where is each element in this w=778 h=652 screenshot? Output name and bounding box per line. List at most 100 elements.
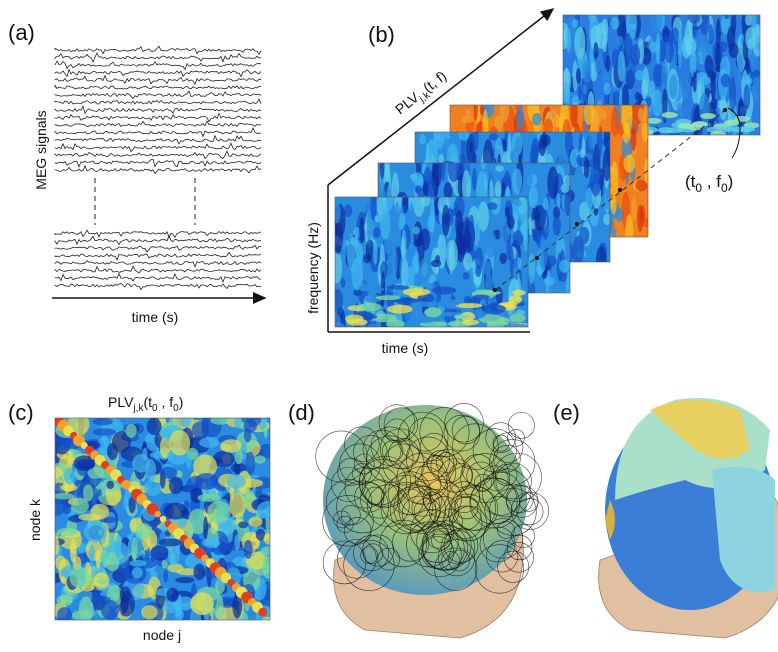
heat-blob — [468, 215, 474, 235]
panel-label: (e) — [553, 400, 580, 425]
heat-blob — [387, 285, 409, 290]
heat-blob — [495, 181, 502, 199]
text: (t — [685, 172, 696, 191]
heat-blob — [500, 253, 508, 264]
heat-blob — [432, 161, 439, 197]
signal-trace — [55, 85, 261, 89]
heat-blob — [576, 68, 581, 84]
heat-blob — [446, 240, 458, 271]
heat-blob — [83, 484, 93, 501]
heat-blob — [574, 174, 583, 199]
heat-blob — [664, 39, 674, 63]
heat-blob — [167, 564, 183, 573]
heat-blob — [380, 149, 385, 180]
signal-trace — [55, 159, 261, 167]
heat-blob — [367, 208, 371, 243]
heat-blob — [588, 132, 593, 150]
heat-blob — [510, 247, 514, 276]
heat-blob — [97, 579, 107, 585]
x-label: time (s) — [382, 340, 429, 356]
heat-blob — [93, 428, 116, 435]
heat-blob — [162, 560, 168, 569]
signal-trace — [55, 121, 261, 126]
heat-blob — [628, 23, 636, 30]
heat-blob — [106, 481, 114, 489]
panel-label: (d) — [288, 400, 315, 425]
heat-blob — [343, 230, 347, 261]
diag-blob — [258, 608, 267, 617]
heat-blob — [625, 214, 633, 250]
heat-blob — [50, 467, 63, 479]
signal-trace — [55, 274, 261, 282]
heat-blob — [498, 317, 510, 324]
heat-blob — [255, 455, 266, 463]
heat-blob — [401, 151, 410, 183]
heat-blob — [454, 315, 468, 320]
heat-blob — [226, 475, 246, 488]
heat-blob — [472, 168, 477, 191]
text: , f — [702, 172, 721, 191]
signal-trace — [55, 53, 261, 62]
heat-blob — [601, 110, 606, 120]
heat-blob — [216, 595, 223, 618]
matrix-title: PLVj,k(t0 , f0) — [108, 394, 183, 414]
heat-blob — [642, 122, 649, 141]
heat-blob — [415, 185, 422, 193]
signal-trace — [55, 166, 261, 174]
heat-blob — [131, 536, 137, 561]
heat-blob — [91, 504, 110, 520]
heat-blob — [724, 12, 729, 19]
heat-blob — [742, 77, 753, 85]
heat-blob — [623, 155, 635, 173]
heat-blob — [532, 113, 541, 126]
heat-blob — [559, 260, 570, 273]
heat-blob — [705, 63, 715, 71]
heat-blob — [529, 186, 538, 208]
heat-blob — [572, 236, 584, 266]
heat-blob — [495, 165, 504, 171]
heat-blob — [203, 516, 208, 540]
heat-blob — [700, 113, 716, 119]
heat-blob — [169, 430, 190, 456]
heat-blob — [101, 600, 119, 620]
heat-blob — [64, 468, 75, 485]
signal-trace — [55, 128, 261, 136]
y-label: node k — [27, 498, 43, 541]
heat-blob — [479, 290, 501, 295]
heat-blob — [484, 230, 496, 257]
heat-blob — [642, 218, 652, 227]
y-label: frequency (Hz) — [305, 222, 321, 314]
figure: (a) MEG signals time (s) (b) PLVj,k(t, f… — [0, 0, 778, 652]
heat-blob — [435, 255, 440, 264]
heat-blob — [729, 43, 739, 58]
heat-blob — [69, 567, 89, 588]
heat-blob — [586, 247, 592, 269]
heat-blob — [132, 454, 150, 472]
heat-blob — [158, 538, 181, 546]
heat-blob — [753, 70, 761, 78]
heat-blob — [539, 135, 546, 157]
heat-blob — [662, 88, 667, 123]
heat-blob — [414, 251, 419, 273]
signal-trace — [55, 245, 261, 252]
heat-blob — [442, 205, 450, 236]
y-label: MEG signals — [33, 110, 49, 189]
heat-blob — [57, 528, 78, 537]
text: ) — [728, 172, 734, 191]
heat-blob — [246, 452, 255, 475]
heat-blob — [579, 149, 585, 158]
heat-blob — [210, 416, 229, 425]
heat-blob — [169, 477, 183, 495]
heat-blob — [635, 92, 641, 101]
heat-blob — [432, 301, 460, 306]
panel-label: (b) — [368, 22, 395, 47]
heat-blob — [523, 170, 533, 185]
heat-blob — [412, 227, 419, 235]
heat-blob — [574, 26, 585, 59]
signal-trace — [55, 76, 261, 85]
heat-blob — [641, 78, 648, 99]
diag-blob — [160, 516, 167, 523]
heat-blob — [594, 57, 602, 72]
heat-blob — [120, 586, 131, 603]
heat-blob — [509, 150, 518, 163]
